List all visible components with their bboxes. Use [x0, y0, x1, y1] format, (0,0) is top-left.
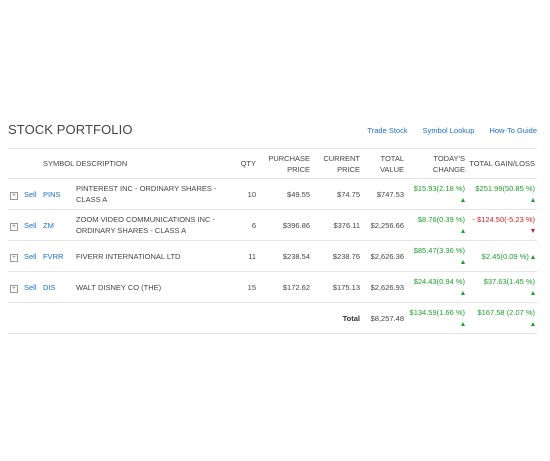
description-cell: ZOOM VIDEO COMMUNICATIONS INC - ORDINARY…	[76, 215, 216, 235]
total-gain-cell: $2.45(0.09 %)	[467, 241, 537, 272]
col-purchase-price: PURCHASE PRICE	[268, 153, 310, 174]
sell-link[interactable]: Sell	[24, 251, 37, 261]
purchase-price-cell: $49.55	[287, 189, 310, 199]
todays-change-cell: $85.47(3.36 %)	[406, 241, 467, 272]
table-row: + Sell PINS PINTEREST INC - ORDINARY SHA…	[8, 179, 537, 210]
symbol-lookup-link[interactable]: Symbol Lookup	[422, 126, 475, 135]
arrow-up-icon	[461, 260, 465, 265]
todays-change-sum: $134.59(1.66 %)	[406, 303, 467, 334]
sell-link[interactable]: Sell	[24, 282, 37, 292]
description-cell: WALT DISNEY CO (THE)	[76, 282, 162, 292]
qty-cell: 6	[251, 220, 256, 230]
portfolio-table: SYMBOL DESCRIPTION QTY PURCHASE PRICE CU…	[8, 148, 537, 334]
current-price-cell: $74.75	[337, 189, 360, 199]
total-gain-cell: $251.99(50.85 %)	[467, 179, 537, 210]
todays-change-cell: $8.76(0.39 %)	[406, 210, 467, 241]
how-to-guide-link[interactable]: How-To Guide	[489, 126, 537, 135]
arrow-up-icon	[461, 291, 465, 296]
total-value-cell: $2,626.93	[370, 282, 404, 292]
col-symbol: SYMBOL	[43, 159, 75, 168]
trade-stock-link[interactable]: Trade Stock	[367, 126, 408, 135]
sell-link[interactable]: Sell	[24, 220, 37, 230]
arrow-up-icon	[531, 198, 535, 203]
arrow-up-icon	[531, 322, 535, 327]
arrow-down-icon	[531, 229, 535, 234]
total-row: Total $8,257.48 $134.59(1.66 %) $167.58 …	[8, 303, 537, 334]
total-label: Total	[342, 313, 360, 323]
stock-portfolio-panel: STOCK PORTFOLIO Trade Stock Symbol Looku…	[8, 118, 537, 334]
page-title: STOCK PORTFOLIO	[8, 122, 133, 137]
table-row: + Sell ZM ZOOM VIDEO COMMUNICATIONS INC …	[8, 210, 537, 241]
col-total-gain-loss: TOTAL GAIN/LOSS	[469, 159, 535, 168]
current-price-cell: $238.76	[332, 251, 360, 261]
expand-icon[interactable]: +	[10, 253, 18, 262]
qty-cell: 10	[247, 189, 256, 199]
total-value-cell: $747.53	[376, 189, 404, 199]
current-price-cell: $376.11	[333, 220, 360, 230]
table-header-row: SYMBOL DESCRIPTION QTY PURCHASE PRICE CU…	[8, 148, 537, 179]
table-row: + Sell FVRR FIVERR INTERNATIONAL LTD 11 …	[8, 241, 537, 272]
col-current-price: CURRENT PRICE	[323, 153, 360, 174]
symbol-link[interactable]: ZM	[43, 220, 54, 230]
expand-icon[interactable]: +	[10, 284, 18, 293]
sell-link[interactable]: Sell	[24, 189, 37, 199]
current-price-cell: $175.13	[332, 282, 360, 292]
total-gain-cell: $37.63(1.45 %)	[467, 272, 537, 303]
total-gain-cell: - $124.50(-5.23 %)	[467, 210, 537, 241]
total-value-sum: $8,257.48	[370, 313, 404, 323]
header-links: Trade Stock Symbol Lookup How-To Guide	[354, 126, 537, 135]
arrow-up-icon	[531, 291, 535, 296]
symbol-link[interactable]: PINS	[43, 189, 61, 199]
arrow-up-icon	[461, 198, 465, 203]
table-row: + Sell DIS WALT DISNEY CO (THE) 15 $172.…	[8, 272, 537, 303]
expand-icon[interactable]: +	[10, 191, 18, 200]
symbol-link[interactable]: FVRR	[43, 251, 64, 261]
total-value-cell: $2,256.66	[370, 220, 404, 230]
purchase-price-cell: $172.62	[282, 282, 310, 292]
col-qty: QTY	[240, 159, 256, 168]
todays-change-cell: $24.43(0.94 %)	[406, 272, 467, 303]
qty-cell: 15	[247, 282, 256, 292]
col-total-value: TOTAL VALUE	[379, 153, 404, 174]
description-cell: FIVERR INTERNATIONAL LTD	[76, 251, 181, 261]
expand-icon[interactable]: +	[10, 222, 18, 231]
description-cell: PINTEREST INC - ORDINARY SHARES - CLASS …	[76, 184, 217, 204]
portfolio-header: STOCK PORTFOLIO Trade Stock Symbol Looku…	[8, 118, 537, 148]
arrow-up-icon	[461, 322, 465, 327]
symbol-link[interactable]: DIS	[43, 282, 56, 292]
arrow-up-icon	[461, 229, 465, 234]
col-description: DESCRIPTION	[76, 159, 128, 168]
arrow-up-icon	[531, 254, 535, 259]
qty-cell: 11	[248, 251, 256, 261]
col-todays-change: TODAY'S CHANGE	[432, 153, 465, 174]
todays-change-cell: $15.93(2.18 %)	[406, 179, 467, 210]
total-value-cell: $2,626.36	[370, 251, 404, 261]
purchase-price-cell: $396.86	[282, 220, 310, 230]
total-gain-sum: $167.58 (2.07 %)	[467, 303, 537, 334]
purchase-price-cell: $238.54	[282, 251, 310, 261]
